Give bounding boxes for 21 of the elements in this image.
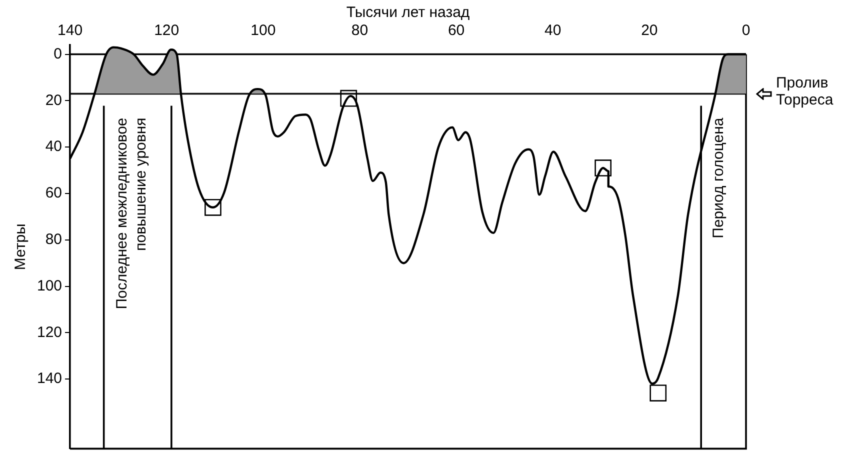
x-tick-label: 60 bbox=[448, 22, 465, 40]
x-axis-title: Тысячи лет назад bbox=[346, 4, 470, 22]
y-axis-title: Метры bbox=[12, 224, 30, 270]
ref-line-label: Последнее межледниковое повышение уровня bbox=[113, 118, 150, 310]
x-tick-label: 20 bbox=[641, 22, 658, 40]
x-tick-label: 40 bbox=[544, 22, 562, 40]
y-tick-label: 20 bbox=[45, 92, 62, 109]
ref-line-label: Период голоцена bbox=[710, 117, 728, 238]
y-tick-label: 0 bbox=[54, 45, 62, 62]
y-tick-label: 120 bbox=[36, 324, 62, 341]
x-tick-label: 100 bbox=[250, 22, 276, 40]
x-tick-label: 140 bbox=[58, 22, 83, 40]
y-tick-label: 140 bbox=[36, 370, 62, 388]
x-tick-label: 0 bbox=[742, 22, 750, 40]
x-tick-label: 80 bbox=[351, 22, 368, 40]
x-tick-label: 120 bbox=[154, 22, 180, 40]
y-tick-label: 100 bbox=[36, 277, 62, 294]
y-tick-label: 40 bbox=[45, 138, 62, 156]
ref-line-label: Пролив Торреса bbox=[776, 74, 834, 108]
y-tick-label: 80 bbox=[45, 231, 62, 248]
y-tick-label: 60 bbox=[45, 184, 62, 202]
